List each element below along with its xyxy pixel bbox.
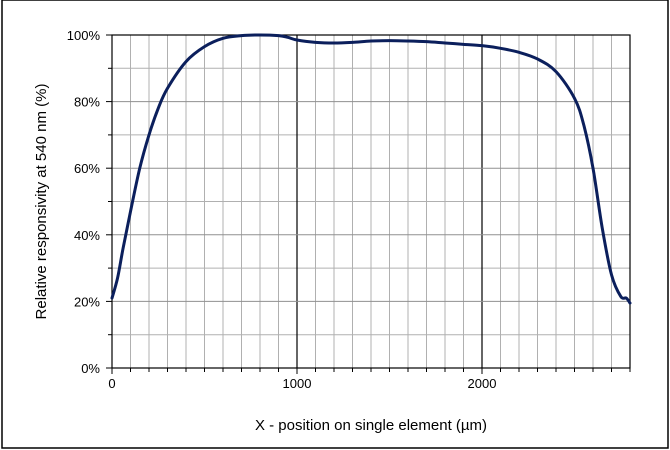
y-tick-label: 20%	[74, 294, 100, 309]
x-tick-label: 1000	[283, 376, 312, 391]
minor-gridlines	[112, 35, 630, 368]
y-tick-label: 40%	[74, 228, 100, 243]
series-layer	[110, 33, 632, 305]
major-gridlines	[112, 35, 630, 368]
y-tick-label: 100%	[67, 28, 101, 43]
series-line-0	[110, 33, 632, 305]
x-tick-label: 0	[108, 376, 115, 391]
x-tick-label: 2000	[468, 376, 497, 391]
y-tick-labels: 0% 20% 40% 60% 80% 100%	[67, 28, 101, 376]
y-tick-label: 80%	[74, 95, 100, 110]
y-tick-label: 60%	[74, 161, 100, 176]
y-axis-title: Relative responsivity at 540 nm (%)	[33, 84, 50, 320]
x-axis-title: X - position on single element (µm)	[255, 417, 487, 434]
y-tick-label: 0%	[81, 361, 100, 376]
axis-ticks	[106, 34, 631, 374]
x-tick-labels: 0 1000 2000	[108, 376, 496, 391]
